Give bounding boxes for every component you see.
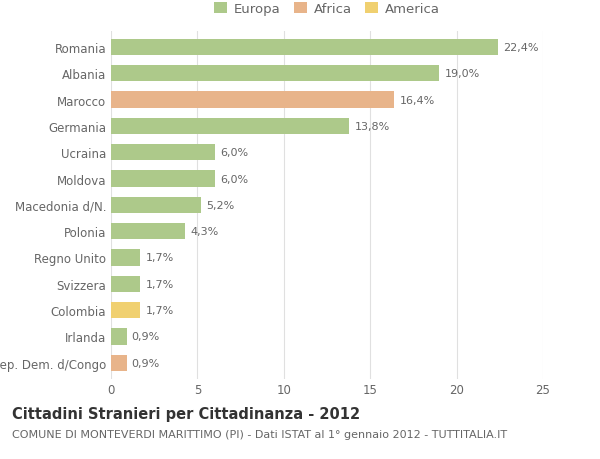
Bar <box>111 224 185 240</box>
Text: 6,0%: 6,0% <box>220 148 248 158</box>
Bar <box>111 250 140 266</box>
Bar <box>111 276 140 292</box>
Bar <box>111 355 127 371</box>
Text: COMUNE DI MONTEVERDI MARITTIMO (PI) - Dati ISTAT al 1° gennaio 2012 - TUTTITALIA: COMUNE DI MONTEVERDI MARITTIMO (PI) - Da… <box>12 429 507 439</box>
Text: 16,4%: 16,4% <box>400 95 435 106</box>
Text: 0,9%: 0,9% <box>132 358 160 368</box>
Text: 0,9%: 0,9% <box>132 332 160 341</box>
Bar <box>111 40 498 56</box>
Text: 1,7%: 1,7% <box>146 279 174 289</box>
Text: 1,7%: 1,7% <box>146 305 174 315</box>
Bar <box>111 66 439 82</box>
Text: 22,4%: 22,4% <box>503 43 539 53</box>
Bar <box>111 145 215 161</box>
Text: 6,0%: 6,0% <box>220 174 248 184</box>
Text: 19,0%: 19,0% <box>445 69 480 79</box>
Legend: Europa, Africa, America: Europa, Africa, America <box>212 0 442 19</box>
Bar <box>111 329 127 345</box>
Bar <box>111 92 394 108</box>
Bar <box>111 171 215 187</box>
Bar <box>111 118 349 135</box>
Text: 5,2%: 5,2% <box>206 201 234 210</box>
Bar <box>111 302 140 319</box>
Text: 13,8%: 13,8% <box>355 122 390 132</box>
Text: 1,7%: 1,7% <box>146 253 174 263</box>
Text: Cittadini Stranieri per Cittadinanza - 2012: Cittadini Stranieri per Cittadinanza - 2… <box>12 406 360 421</box>
Bar <box>111 197 201 213</box>
Text: 4,3%: 4,3% <box>190 227 219 237</box>
